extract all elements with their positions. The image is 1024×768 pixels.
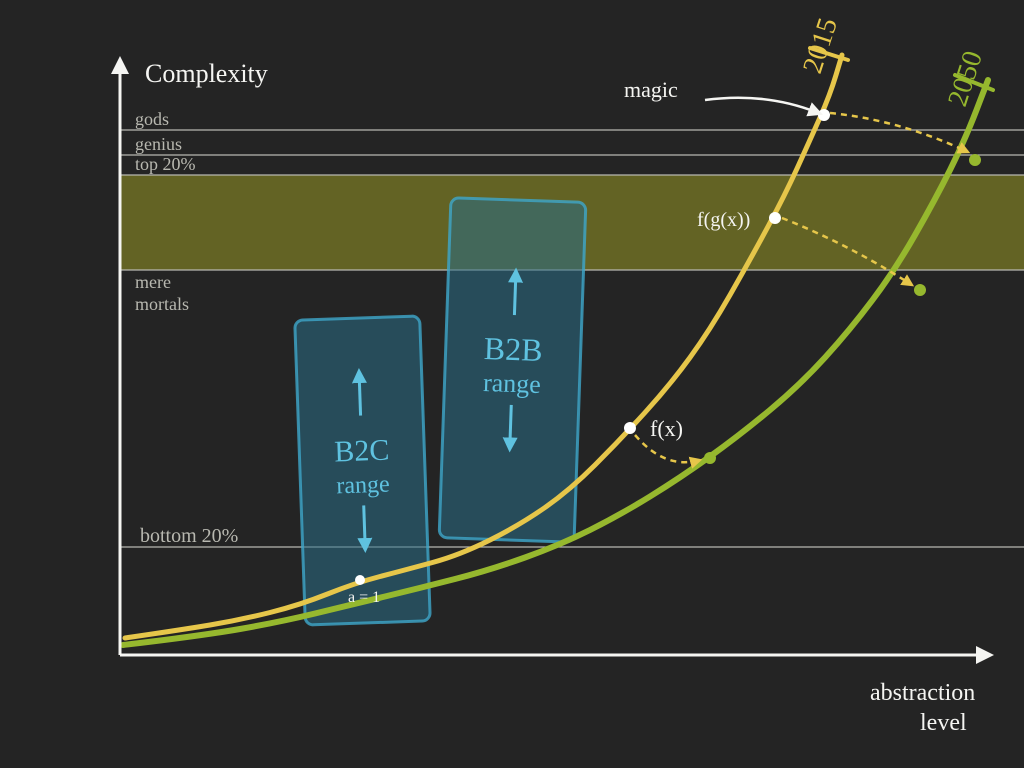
marker-label-fx: f(x) <box>650 416 683 441</box>
marker-g_magic <box>969 154 981 166</box>
marker-g_fgx <box>914 284 926 296</box>
marker-g_fx <box>704 452 716 464</box>
marker-a1 <box>355 575 365 585</box>
x-axis-label-2: level <box>920 710 967 736</box>
hline-label-top20: top 20% <box>135 154 196 174</box>
marker-label-fgx: f(g(x)) <box>697 209 750 231</box>
marker-label-a1: a = 1 <box>348 589 380 606</box>
hline-label-mortals-2: mortals <box>135 294 189 314</box>
marker-magic <box>818 109 830 121</box>
svg-text:B2B: B2B <box>483 330 543 368</box>
svg-text:B2C: B2C <box>334 434 390 469</box>
svg-text:range: range <box>483 368 542 399</box>
marker-label-magic: magic <box>624 77 678 102</box>
hline-label-genius: genius <box>135 134 182 154</box>
y-axis-label: Complexity <box>145 59 268 88</box>
hline-label-mortals-1: mere <box>135 272 171 292</box>
hline-label-gods: gods <box>135 109 169 129</box>
svg-text:range: range <box>336 472 390 500</box>
hline-label-bottom20: bottom 20% <box>140 525 238 547</box>
marker-fgx <box>769 212 781 224</box>
marker-fx <box>624 422 636 434</box>
chart-canvas: gods geniustop 20% meremortals bottom 20% B… <box>0 0 1024 768</box>
x-axis-label-1: abstraction <box>870 680 975 706</box>
